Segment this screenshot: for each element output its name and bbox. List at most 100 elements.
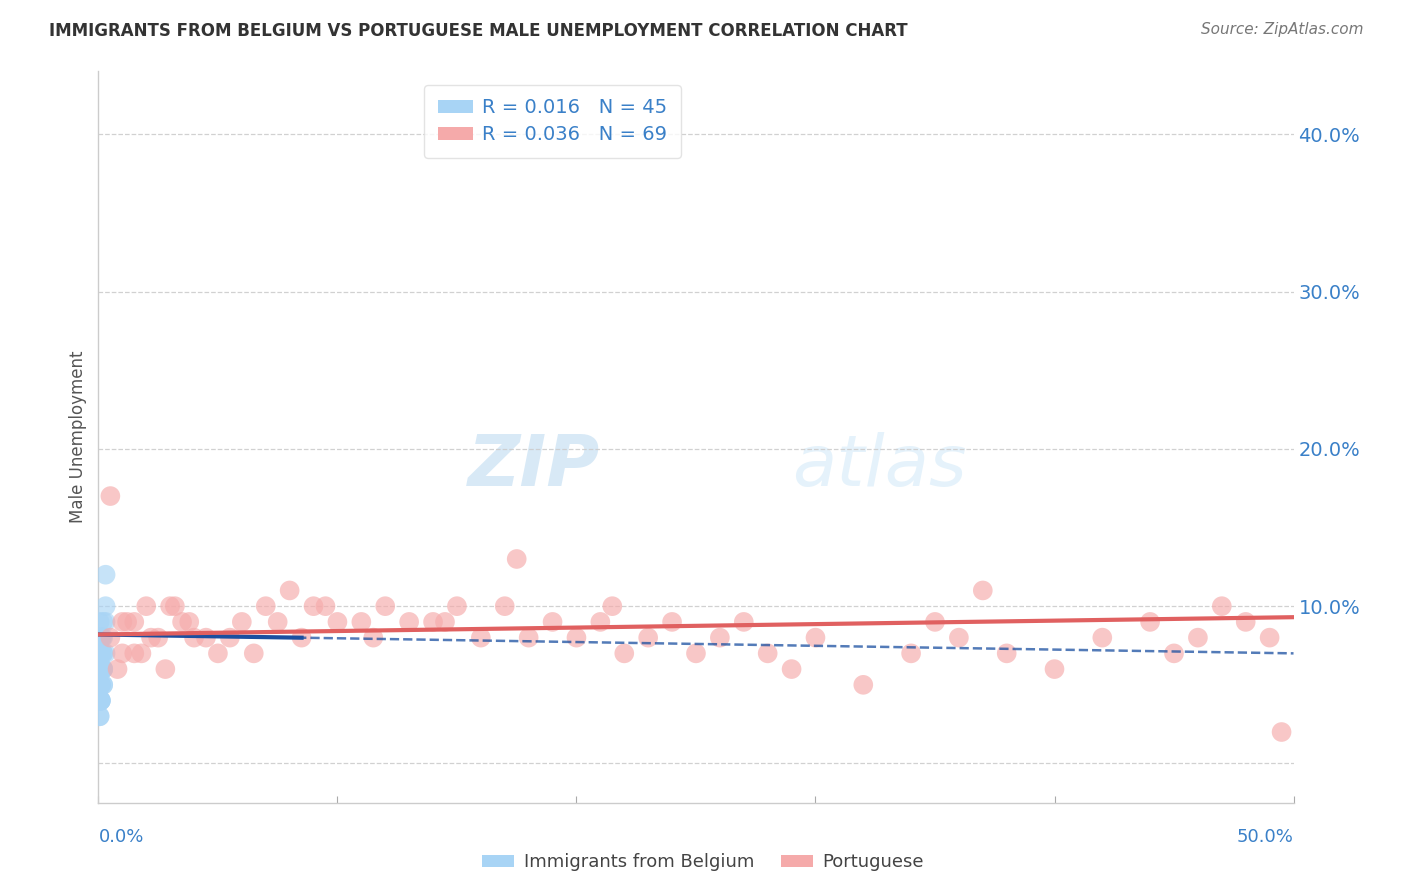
Point — [278, 583, 301, 598]
Point — [446, 599, 468, 614]
Text: 50.0%: 50.0% — [1237, 828, 1294, 846]
Point — [91, 631, 114, 645]
Point — [94, 599, 117, 614]
Point — [291, 631, 314, 645]
Text: ZIP: ZIP — [468, 432, 600, 500]
Point — [98, 489, 122, 503]
Text: Source: ZipAtlas.com: Source: ZipAtlas.com — [1201, 22, 1364, 37]
Point — [94, 567, 117, 582]
Point — [89, 615, 111, 629]
Point — [1187, 631, 1209, 645]
Point — [90, 646, 112, 660]
Point — [613, 646, 636, 660]
Point — [89, 693, 111, 707]
Point — [637, 631, 659, 645]
Point — [398, 615, 420, 629]
Point — [350, 615, 373, 629]
Point — [159, 599, 181, 614]
Point — [89, 646, 111, 660]
Point — [900, 646, 922, 660]
Point — [195, 631, 218, 645]
Point — [90, 678, 112, 692]
Point — [90, 693, 112, 707]
Point — [90, 662, 112, 676]
Point — [780, 662, 803, 676]
Point — [506, 552, 529, 566]
Point — [107, 662, 129, 676]
Point — [434, 615, 457, 629]
Point — [661, 615, 683, 629]
Point — [231, 615, 253, 629]
Point — [517, 631, 540, 645]
Point — [89, 709, 111, 723]
Legend: R = 0.016   N = 45, R = 0.036   N = 69: R = 0.016 N = 45, R = 0.036 N = 69 — [425, 85, 681, 158]
Point — [924, 615, 946, 629]
Point — [602, 599, 624, 614]
Point — [733, 615, 755, 629]
Point — [90, 662, 112, 676]
Point — [852, 678, 875, 692]
Point — [995, 646, 1018, 660]
Point — [1043, 662, 1066, 676]
Point — [1271, 725, 1294, 739]
Point — [90, 631, 112, 645]
Point — [422, 615, 444, 629]
Point — [155, 662, 177, 676]
Point — [94, 646, 117, 660]
Point — [98, 631, 122, 645]
Point — [135, 599, 157, 614]
Point — [90, 646, 112, 660]
Text: 0.0%: 0.0% — [98, 828, 143, 846]
Point — [163, 599, 186, 614]
Point — [91, 662, 114, 676]
Point — [90, 693, 112, 707]
Point — [90, 631, 112, 645]
Point — [1234, 615, 1257, 629]
Point — [589, 615, 612, 629]
Point — [179, 615, 201, 629]
Point — [804, 631, 827, 645]
Point — [89, 709, 111, 723]
Y-axis label: Male Unemployment: Male Unemployment — [69, 351, 87, 524]
Legend: Immigrants from Belgium, Portuguese: Immigrants from Belgium, Portuguese — [475, 847, 931, 879]
Point — [254, 599, 277, 614]
Point — [1258, 631, 1281, 645]
Point — [363, 631, 385, 645]
Point — [267, 615, 290, 629]
Point — [90, 662, 112, 676]
Point — [91, 662, 114, 676]
Point — [470, 631, 492, 645]
Point — [183, 631, 205, 645]
Point — [91, 662, 114, 676]
Point — [1163, 646, 1185, 660]
Point — [756, 646, 779, 660]
Point — [89, 678, 111, 692]
Point — [315, 599, 337, 614]
Point — [90, 646, 112, 660]
Point — [207, 646, 229, 660]
Point — [326, 615, 349, 629]
Point — [90, 646, 112, 660]
Point — [131, 646, 153, 660]
Point — [111, 615, 134, 629]
Point — [91, 615, 114, 629]
Point — [89, 693, 111, 707]
Point — [91, 678, 114, 692]
Point — [91, 631, 114, 645]
Text: atlas: atlas — [792, 432, 966, 500]
Point — [91, 646, 114, 660]
Point — [90, 678, 112, 692]
Point — [172, 615, 194, 629]
Point — [111, 646, 134, 660]
Point — [90, 678, 112, 692]
Point — [972, 583, 994, 598]
Point — [948, 631, 970, 645]
Point — [565, 631, 588, 645]
Point — [94, 615, 117, 629]
Point — [90, 646, 112, 660]
Point — [1091, 631, 1114, 645]
Point — [494, 599, 516, 614]
Point — [91, 646, 114, 660]
Text: IMMIGRANTS FROM BELGIUM VS PORTUGUESE MALE UNEMPLOYMENT CORRELATION CHART: IMMIGRANTS FROM BELGIUM VS PORTUGUESE MA… — [49, 22, 908, 40]
Point — [90, 662, 112, 676]
